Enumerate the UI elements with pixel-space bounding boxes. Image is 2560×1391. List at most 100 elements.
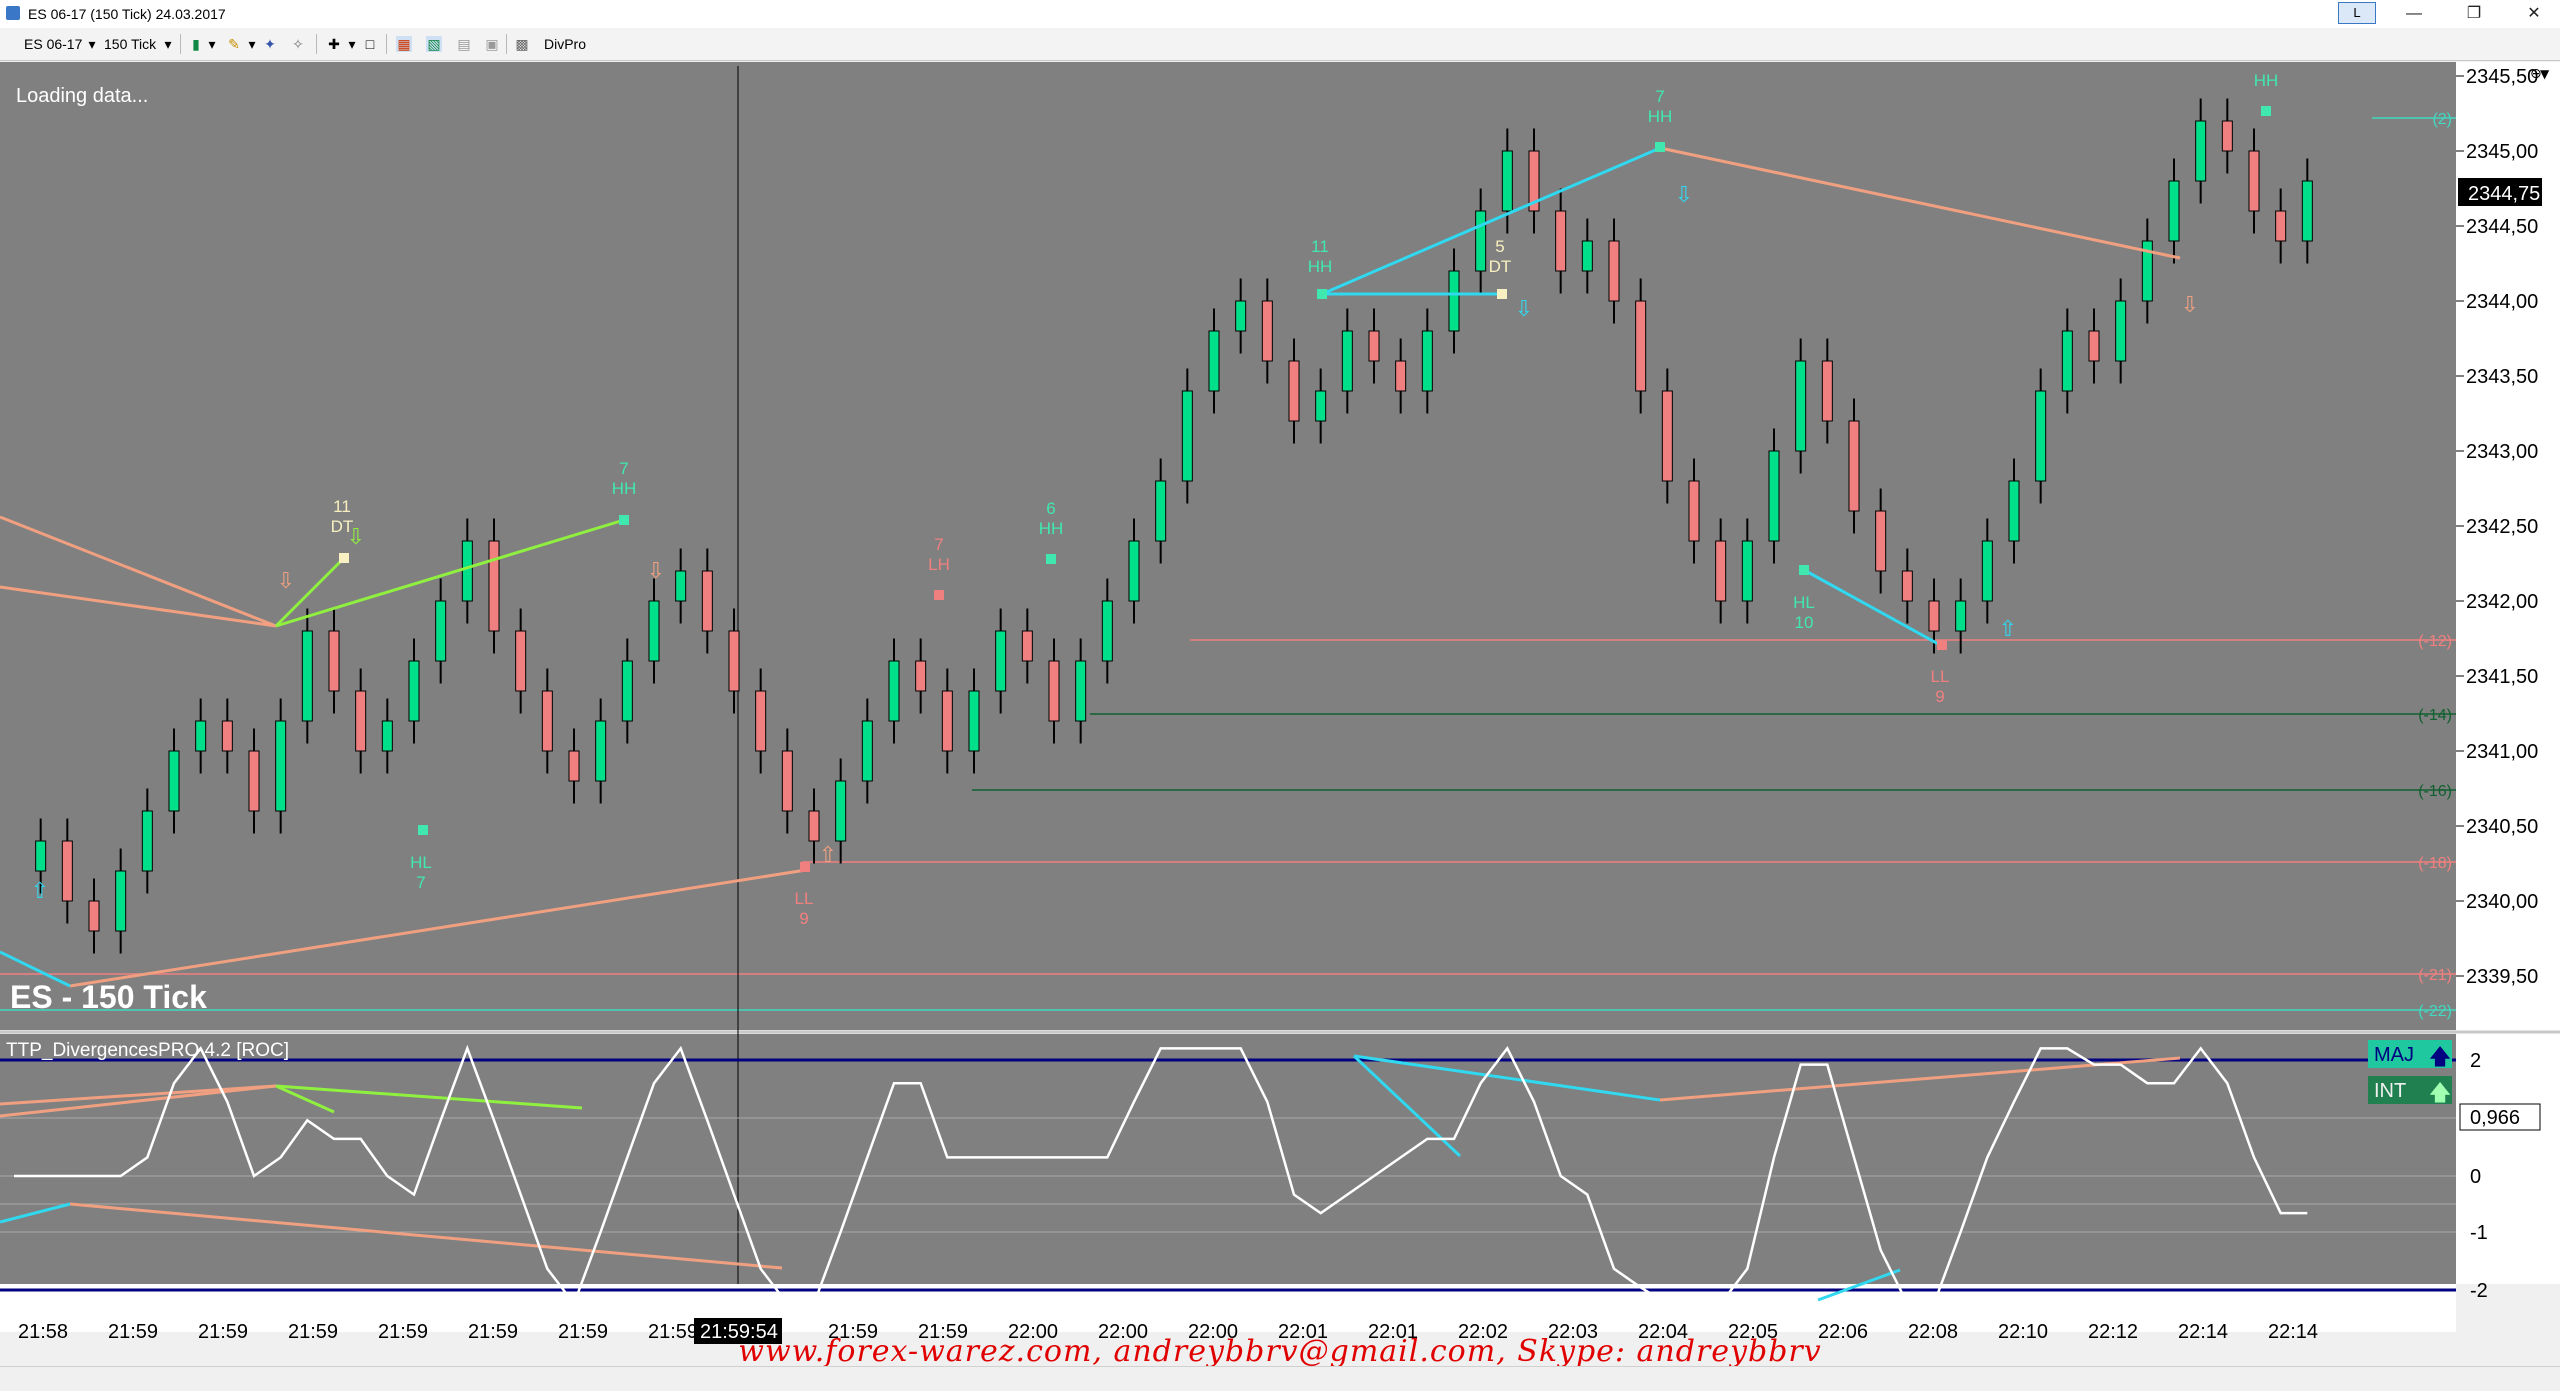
copyright: © 2017 NinjaTrader, LLC	[4, 1298, 148, 1313]
candle-body	[1101, 600, 1113, 662]
time-tick-label: 22:02	[1458, 1321, 1508, 1343]
price-tick-label: 2345,00	[2466, 141, 2538, 163]
chevron-down-icon[interactable]: ▾	[348, 36, 356, 52]
price-tick-label: 2341,50	[2466, 666, 2538, 688]
candle-body	[541, 690, 553, 752]
price-pane	[0, 62, 2456, 1030]
candle-body	[595, 720, 607, 782]
candle-body	[941, 690, 953, 752]
divergence-line	[0, 1084, 277, 1118]
unlink-icon[interactable]: ✧	[292, 36, 304, 52]
swing-label: 11	[1311, 237, 1329, 256]
time-tick-label: 22:05	[1728, 1321, 1778, 1343]
candle-body	[1875, 510, 1887, 572]
time-tick-label: 22:06	[1818, 1321, 1868, 1343]
swing-label: LH	[928, 555, 950, 574]
chevron-down-icon[interactable]: ▾	[88, 36, 96, 52]
arrow-up-icon: ⇧	[819, 843, 837, 868]
time-tick-label: 22:01	[1278, 1321, 1328, 1343]
level-lines	[0, 117, 2456, 1011]
level-label: (-14)	[2418, 707, 2452, 724]
time-tick-label: 21:59	[918, 1321, 968, 1343]
candle-body	[1955, 600, 1967, 632]
candle-body	[1555, 210, 1567, 272]
price-tick-label: 2342,00	[2466, 591, 2538, 613]
candle-body	[61, 840, 73, 902]
properties-icon[interactable]: ▤	[457, 36, 471, 52]
candle-body	[1581, 240, 1593, 272]
candle-body	[1528, 150, 1540, 212]
candle-body	[781, 750, 793, 812]
divergence-line	[0, 1084, 277, 1106]
restore-icon[interactable]: ❐	[2466, 5, 2482, 22]
swing-label: HH	[612, 479, 637, 498]
divergence-line	[274, 556, 346, 628]
price-tick-label: 2345,50	[2466, 66, 2538, 88]
data-box-icon[interactable]: ▩	[515, 36, 529, 52]
horizontal-scrollbar[interactable]	[0, 1366, 2560, 1391]
candle-body	[1048, 660, 1060, 722]
price-tick-label: 2343,50	[2466, 366, 2538, 388]
watermark-text: www.forex-warez.com, andreybbrv@gmail.co…	[738, 1334, 1822, 1369]
crosshair-icon[interactable]: ✚	[328, 36, 340, 52]
candle-body	[1928, 600, 1940, 632]
attach-icon[interactable]: ✦	[264, 36, 276, 52]
price-tick-label: 2341,00	[2466, 741, 2538, 763]
interval-selector[interactable]: 150 Tick	[104, 36, 157, 52]
swing-label: LL	[795, 889, 814, 908]
swing-label: 9	[799, 909, 808, 928]
candle-body	[1635, 300, 1647, 392]
pencil-icon[interactable]: ✎	[228, 36, 240, 52]
candle-body	[1395, 360, 1407, 392]
time-tick-label: 22:04	[1638, 1321, 1688, 1343]
candle-body	[488, 540, 500, 632]
candle-body	[1315, 390, 1327, 422]
strategy-icon[interactable]: ▦	[396, 36, 412, 52]
instrument-selector[interactable]: ES 06-17	[24, 36, 83, 52]
candle-body	[915, 660, 927, 692]
candle-body	[568, 750, 580, 782]
candle-body	[408, 660, 420, 722]
candle-body	[755, 690, 767, 752]
zoom-out-icon[interactable]: ⊖	[2530, 66, 2542, 82]
oscillator-value: 0,966	[2470, 1107, 2520, 1129]
chevron-down-icon[interactable]: ▼	[2540, 67, 2550, 81]
chevron-down-icon[interactable]: ▾	[208, 36, 216, 52]
candle-body	[115, 870, 127, 932]
current-price: 2344,75	[2468, 183, 2540, 205]
price-axis: 2345,50 2345,00 2344,50 2344,00 2343,50 2343,…	[2456, 66, 2538, 988]
candle-body	[248, 750, 260, 812]
candle-body	[835, 780, 847, 842]
price-chart[interactable]: 11 HH 5 DT 7 HH HH 11 DT 7 HH 7 LH 6 HH …	[0, 62, 2560, 1354]
candle-body	[1261, 300, 1273, 362]
swing-marker	[1799, 565, 1809, 575]
candle-body	[2248, 150, 2260, 212]
chevron-down-icon[interactable]: ▾	[248, 36, 256, 52]
candle-body	[1501, 150, 1513, 212]
price-tick-label: 2340,00	[2466, 891, 2538, 913]
loading-text: Loading data...	[16, 85, 148, 107]
indicators-icon[interactable]: ▧	[426, 36, 442, 52]
candle-body	[888, 660, 900, 722]
divpro-button[interactable]: DivPro	[544, 36, 587, 52]
time-tick-label: 22:01	[1368, 1321, 1418, 1343]
chevron-down-icon[interactable]: ▾	[164, 36, 172, 52]
candle-body	[2195, 120, 2207, 182]
arrow-down-icon: ⇩	[347, 525, 365, 550]
swing-label: 7	[1655, 87, 1664, 106]
bar-style-icon[interactable]: ▮	[192, 36, 200, 52]
candle-body	[1288, 360, 1300, 422]
link-button[interactable]: L	[2338, 2, 2376, 24]
divergence-line	[275, 1084, 583, 1110]
minimize-icon[interactable]: —	[2406, 5, 2422, 22]
swing-label: 7	[619, 459, 628, 478]
close-icon[interactable]: ✕	[2527, 5, 2541, 22]
zoom-icon[interactable]: □	[365, 36, 375, 52]
arrow-up-icon: ⇧	[1999, 617, 2017, 642]
time-tick-label: 21:59	[378, 1321, 428, 1343]
crosshair-time-label: 21:59:54	[700, 1321, 778, 1343]
toolbar-divider	[506, 34, 507, 54]
candle-body	[381, 720, 393, 752]
time-tick-label: 22:12	[2088, 1321, 2138, 1343]
template-icon[interactable]: ▣	[485, 36, 499, 52]
